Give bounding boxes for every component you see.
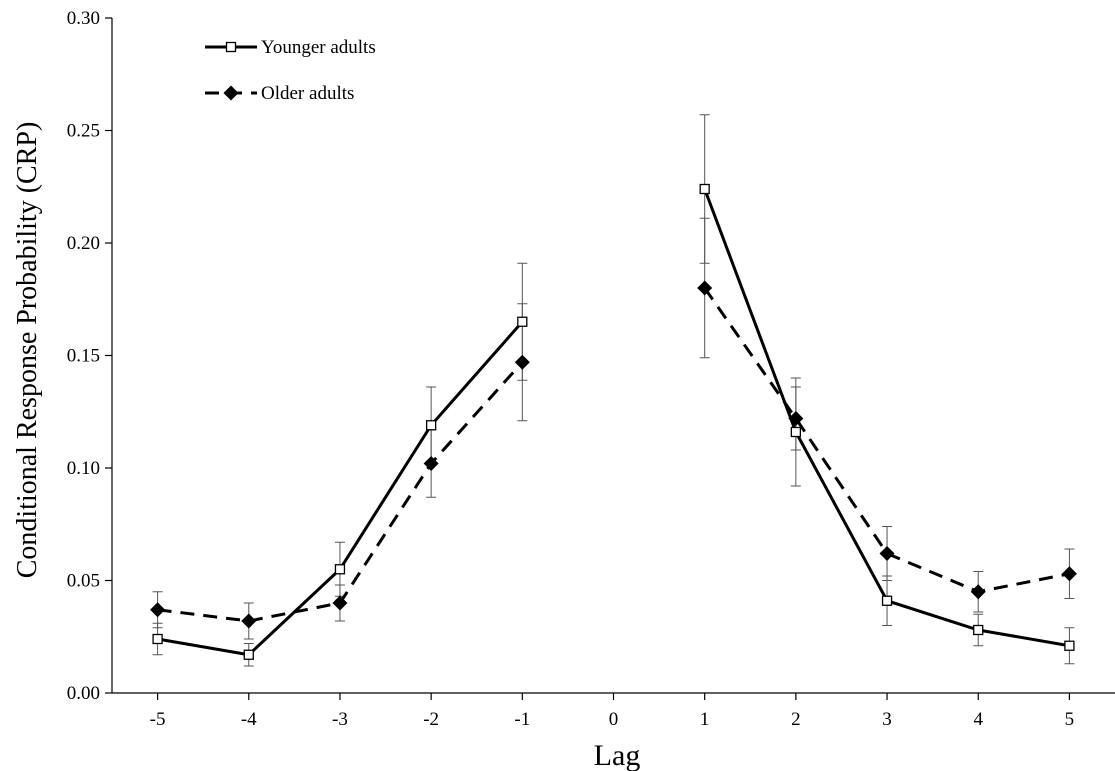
legend-marker xyxy=(225,41,237,53)
older-data-point xyxy=(150,602,166,618)
x-tick-label: 1 xyxy=(700,709,710,730)
older-data-point xyxy=(970,584,986,600)
y-tick-label: 0.20 xyxy=(67,233,100,254)
younger-data-point xyxy=(152,633,163,645)
x-tick-label: -1 xyxy=(514,709,530,730)
younger-data-point xyxy=(243,649,254,660)
plot-marks xyxy=(150,114,1077,667)
y-tick-label: 0.10 xyxy=(67,458,100,479)
y-tick-label: 0.30 xyxy=(67,8,100,29)
y-axis-title: Conditional Response Probability (CRP) xyxy=(12,122,43,579)
y-tick-label: 0.00 xyxy=(67,683,100,704)
y-tick-label: 0.15 xyxy=(67,346,100,367)
older-data-point xyxy=(241,613,257,629)
legend-label: Younger adults xyxy=(261,37,376,58)
x-tick-label: 5 xyxy=(1065,709,1075,730)
x-tick-label: -3 xyxy=(332,709,348,730)
younger-data-point xyxy=(1064,640,1075,651)
older-data-point xyxy=(1061,566,1077,582)
younger-data-point xyxy=(973,624,984,636)
axes: 0.00 0.05 0.10 0.15 0.20 0.25 0.30 -5 -4 -3 -2 -1 0 1… xyxy=(67,8,1115,730)
older-data-point xyxy=(788,411,804,426)
x-tick-label: -4 xyxy=(241,709,257,730)
legend-marker xyxy=(223,85,239,101)
older-data-point xyxy=(879,546,895,561)
y-tick-label: 0.05 xyxy=(67,571,100,592)
younger-data-point xyxy=(881,595,893,606)
y-tick-label: 0.25 xyxy=(67,121,100,142)
older-data-point xyxy=(332,595,348,611)
younger-data-point xyxy=(517,316,528,327)
x-tick-label: -2 xyxy=(423,709,439,730)
x-tick-label: -5 xyxy=(150,709,166,730)
x-axis-title: Lag xyxy=(594,739,641,771)
legend-label: Older adults xyxy=(261,83,354,104)
x-tick-label: 4 xyxy=(973,709,983,730)
older-data-point xyxy=(697,280,713,296)
x-tick-label: 2 xyxy=(791,709,801,730)
x-tick-label: 3 xyxy=(882,709,892,730)
older-data-point xyxy=(423,456,439,471)
younger-data-point xyxy=(425,420,437,431)
legend: Younger adults Older adults xyxy=(205,37,376,104)
x-tick-label: 0 xyxy=(609,709,619,730)
younger-data-point xyxy=(334,564,346,575)
younger-data-point xyxy=(699,183,710,195)
older-data-point xyxy=(514,354,530,370)
younger-data-point xyxy=(790,426,802,438)
